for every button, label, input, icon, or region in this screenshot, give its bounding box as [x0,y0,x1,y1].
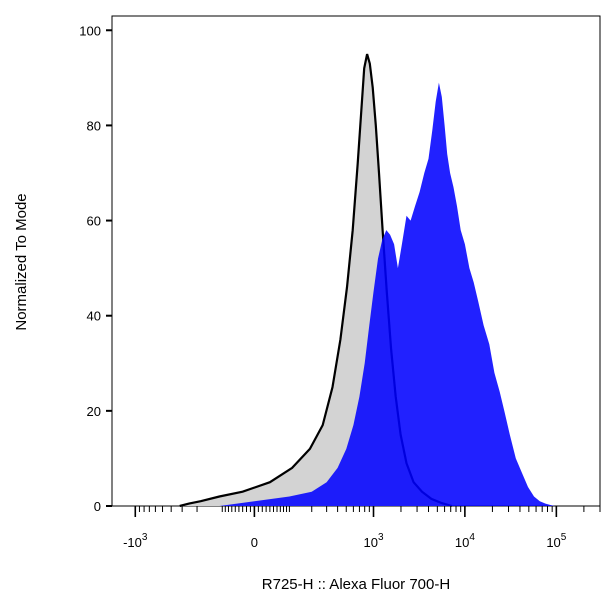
x-axis: -103 0 103 104 105 [123,506,601,550]
series-area-2 [219,82,555,506]
x-tick-label: 104 [455,532,475,550]
x-axis-title: R725-H :: Alexa Fluor 700-H [262,576,450,593]
y-tick-label: 60 [87,214,101,229]
series-layer [179,53,555,508]
y-axis: 0 20 40 60 80 100 [79,23,112,514]
y-tick-label: 0 [94,499,101,514]
y-tick-label: 80 [87,118,101,133]
y-tick-label: 100 [79,23,101,38]
y-tick-label: 40 [87,309,101,324]
y-tick-label: 20 [87,404,101,419]
y-axis-title: Normalized To Mode [13,193,30,330]
x-tick-label: 103 [363,532,383,550]
x-tick-label: -103 [123,532,148,550]
x-tick-label: 0 [251,535,258,550]
x-tick-label: 105 [546,532,566,550]
